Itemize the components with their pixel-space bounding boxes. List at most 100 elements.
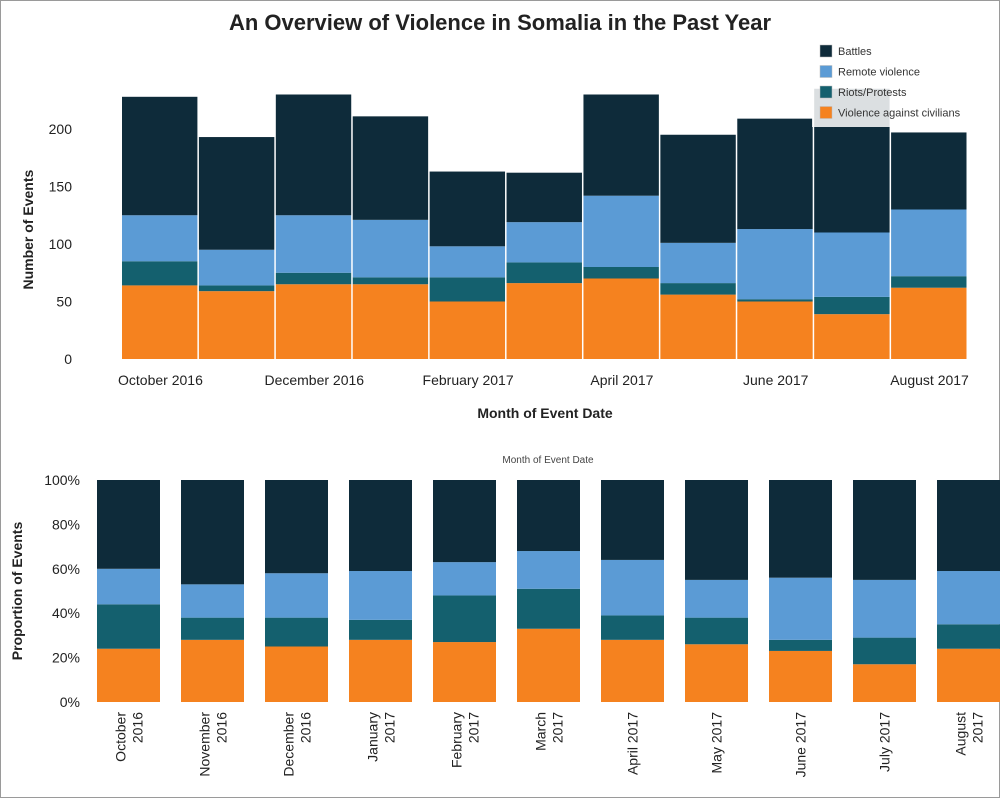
y-tick-label: 100: [49, 236, 73, 252]
bar-battles-6: [583, 94, 659, 196]
proportion-bar-battles-9: [853, 480, 916, 580]
proportion-bar-riots-protests-10: [937, 624, 1000, 649]
proportion-bar-riots-protests-1: [181, 617, 244, 640]
proportion-bar-riots-protests-0: [97, 604, 160, 649]
bar-remote-violence-2: [275, 215, 352, 273]
bar-remote-violence-10: [891, 209, 967, 277]
proportion-bar-riots-protests-2: [265, 617, 328, 647]
bar-violence-against-civilians-4: [429, 301, 506, 359]
bar-battles-8: [737, 118, 813, 230]
x-tick-label: June 2017: [793, 712, 809, 778]
proportion-bar-battles-3: [349, 480, 412, 572]
legend-swatch: [819, 65, 833, 78]
y-tick-label: 150: [49, 179, 73, 195]
proportion-bar-battles-5: [517, 480, 580, 552]
bar-riots-protests-5: [506, 262, 582, 284]
bar-remote-violence-7: [660, 242, 736, 284]
bar-riots-protests-10: [891, 276, 967, 288]
proportion-bar-remote-violence-4: [433, 562, 496, 596]
y-tick-label: 100%: [44, 472, 80, 488]
proportion-bar-remote-violence-1: [181, 584, 244, 618]
x-tick-label: April 2017: [625, 712, 641, 775]
bar-riots-protests-6: [583, 267, 659, 279]
legend-entry: Remote violence: [838, 67, 920, 79]
proportion-bar-battles-2: [265, 480, 328, 574]
proportion-bar-riots-protests-5: [517, 588, 580, 629]
x-tick-label: December 2016: [264, 372, 364, 388]
bar-violence-against-civilians-1: [198, 291, 275, 359]
y-tick-label: 200: [49, 121, 73, 137]
legend-swatch: [819, 44, 833, 58]
proportion-bar-remote-violence-10: [937, 571, 1000, 625]
bar-battles-0: [122, 96, 198, 216]
legend-box: [812, 38, 992, 127]
proportion-bar-remote-violence-0: [97, 568, 160, 605]
bar-battles-7: [660, 134, 736, 243]
chart-title: An Overview of Violence in Somalia in th…: [229, 10, 772, 35]
bar-riots-protests-7: [660, 283, 736, 295]
bar-battles-5: [506, 172, 582, 223]
bar-riots-protests-1: [198, 285, 275, 292]
x-tick-label: August 2017: [890, 372, 969, 388]
x-tick-label: February2017: [449, 712, 482, 768]
bar-riots-protests-2: [275, 272, 352, 285]
proportion-bar-remote-violence-8: [769, 577, 832, 640]
legend-entry: Riots/Protests: [838, 87, 907, 99]
proportion-bar-violence-against-civilians-10: [937, 648, 1000, 702]
proportion-bar-remote-violence-9: [853, 579, 916, 638]
x-tick-label: December2016: [281, 712, 314, 777]
proportion-bar-violence-against-civilians-3: [349, 639, 412, 702]
y-tick-label: 60%: [52, 561, 80, 577]
bar-riots-protests-3: [352, 277, 429, 285]
x-tick-label: November2016: [197, 712, 230, 777]
legend-entry: Violence against civilians: [838, 108, 961, 120]
proportion-bar-violence-against-civilians-5: [517, 628, 580, 702]
bar-battles-1: [198, 137, 275, 250]
proportion-bar-violence-against-civilians-9: [853, 664, 916, 702]
proportion-bar-battles-6: [601, 480, 664, 560]
proportion-bar-riots-protests-4: [433, 595, 496, 643]
x-tick-label: June 2017: [743, 372, 809, 388]
bar-violence-against-civilians-9: [814, 314, 890, 359]
bar-violence-against-civilians-3: [352, 284, 429, 359]
proportion-bar-riots-protests-9: [853, 637, 916, 665]
proportion-bar-riots-protests-3: [349, 619, 412, 640]
bar-remote-violence-9: [814, 232, 890, 297]
y-axis-title: Proportion of Events: [9, 522, 25, 661]
bar-violence-against-civilians-7: [660, 294, 736, 359]
proportion-bar-remote-violence-7: [685, 579, 748, 618]
proportion-bar-battles-10: [937, 480, 1000, 572]
proportion-bar-violence-against-civilians-1: [181, 639, 244, 702]
y-tick-label: 0: [64, 351, 72, 367]
x-tick-label: October 2016: [118, 372, 203, 388]
bar-riots-protests-9: [814, 296, 890, 315]
x-tick-label: February 2017: [423, 372, 514, 388]
bar-remote-violence-8: [737, 229, 813, 300]
proportion-bar-battles-4: [433, 480, 496, 563]
x-tick-label: January2017: [365, 712, 398, 762]
proportion-bar-remote-violence-2: [265, 573, 328, 618]
x-axis-title: Month of Event Date: [477, 405, 613, 421]
bar-remote-violence-3: [352, 219, 429, 278]
bar-battles-3: [352, 116, 429, 220]
bar-riots-protests-4: [429, 277, 506, 302]
bar-violence-against-civilians-10: [891, 287, 967, 359]
proportion-bar-violence-against-civilians-8: [769, 650, 832, 702]
proportion-bar-riots-protests-7: [685, 617, 748, 645]
x-tick-label: October2016: [113, 712, 146, 762]
legend-swatch: [819, 85, 833, 99]
proportion-bar-battles-0: [97, 480, 160, 569]
proportion-bar-violence-against-civilians-7: [685, 644, 748, 702]
bar-violence-against-civilians-0: [122, 285, 198, 359]
proportion-bar-battles-1: [181, 480, 244, 585]
proportion-bar-violence-against-civilians-4: [433, 642, 496, 702]
bar-battles-2: [275, 94, 352, 216]
x-tick-label: April 2017: [590, 372, 653, 388]
bar-violence-against-civilians-5: [506, 283, 582, 359]
x-tick-label: July 2017: [877, 712, 893, 772]
proportion-bar-riots-protests-8: [769, 639, 832, 651]
x-tick-label: March2017: [533, 712, 566, 751]
y-tick-label: 80%: [52, 516, 80, 532]
bar-violence-against-civilians-6: [583, 278, 659, 359]
